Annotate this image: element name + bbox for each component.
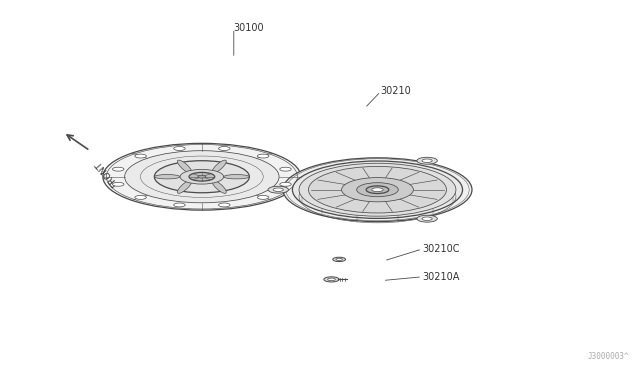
Ellipse shape (422, 217, 432, 221)
Ellipse shape (333, 257, 346, 262)
Ellipse shape (324, 277, 339, 282)
Ellipse shape (308, 166, 447, 213)
Text: J3000003^: J3000003^ (588, 352, 630, 361)
Text: 30100: 30100 (234, 23, 264, 33)
Text: 30210A: 30210A (422, 272, 460, 282)
Ellipse shape (218, 203, 230, 207)
Ellipse shape (212, 160, 227, 173)
Ellipse shape (180, 169, 223, 184)
Text: 30210: 30210 (381, 87, 412, 96)
Ellipse shape (218, 147, 230, 150)
Ellipse shape (212, 180, 227, 193)
Ellipse shape (135, 154, 147, 158)
Ellipse shape (417, 215, 437, 222)
Ellipse shape (328, 278, 335, 281)
Ellipse shape (342, 177, 413, 202)
Ellipse shape (417, 157, 437, 164)
Text: FRONT: FRONT (93, 158, 120, 187)
Ellipse shape (177, 160, 192, 173)
Ellipse shape (273, 188, 284, 192)
Ellipse shape (173, 147, 185, 150)
Ellipse shape (366, 186, 389, 193)
Ellipse shape (113, 182, 124, 186)
Ellipse shape (103, 143, 301, 210)
Text: 30210C: 30210C (422, 244, 460, 254)
Ellipse shape (257, 154, 269, 158)
Ellipse shape (422, 159, 432, 163)
Ellipse shape (356, 183, 398, 197)
Ellipse shape (280, 182, 291, 186)
Ellipse shape (113, 167, 124, 171)
Ellipse shape (177, 180, 192, 193)
Ellipse shape (268, 186, 289, 193)
Ellipse shape (154, 161, 250, 193)
Ellipse shape (198, 176, 206, 178)
Ellipse shape (189, 172, 215, 181)
Ellipse shape (224, 174, 249, 179)
Ellipse shape (135, 195, 147, 199)
Ellipse shape (257, 195, 269, 199)
Ellipse shape (125, 151, 279, 203)
Ellipse shape (292, 161, 463, 218)
Ellipse shape (372, 188, 383, 192)
Ellipse shape (336, 258, 342, 260)
Ellipse shape (280, 167, 291, 171)
Ellipse shape (173, 203, 185, 207)
Ellipse shape (283, 158, 472, 222)
Ellipse shape (154, 174, 180, 179)
Ellipse shape (299, 163, 456, 216)
